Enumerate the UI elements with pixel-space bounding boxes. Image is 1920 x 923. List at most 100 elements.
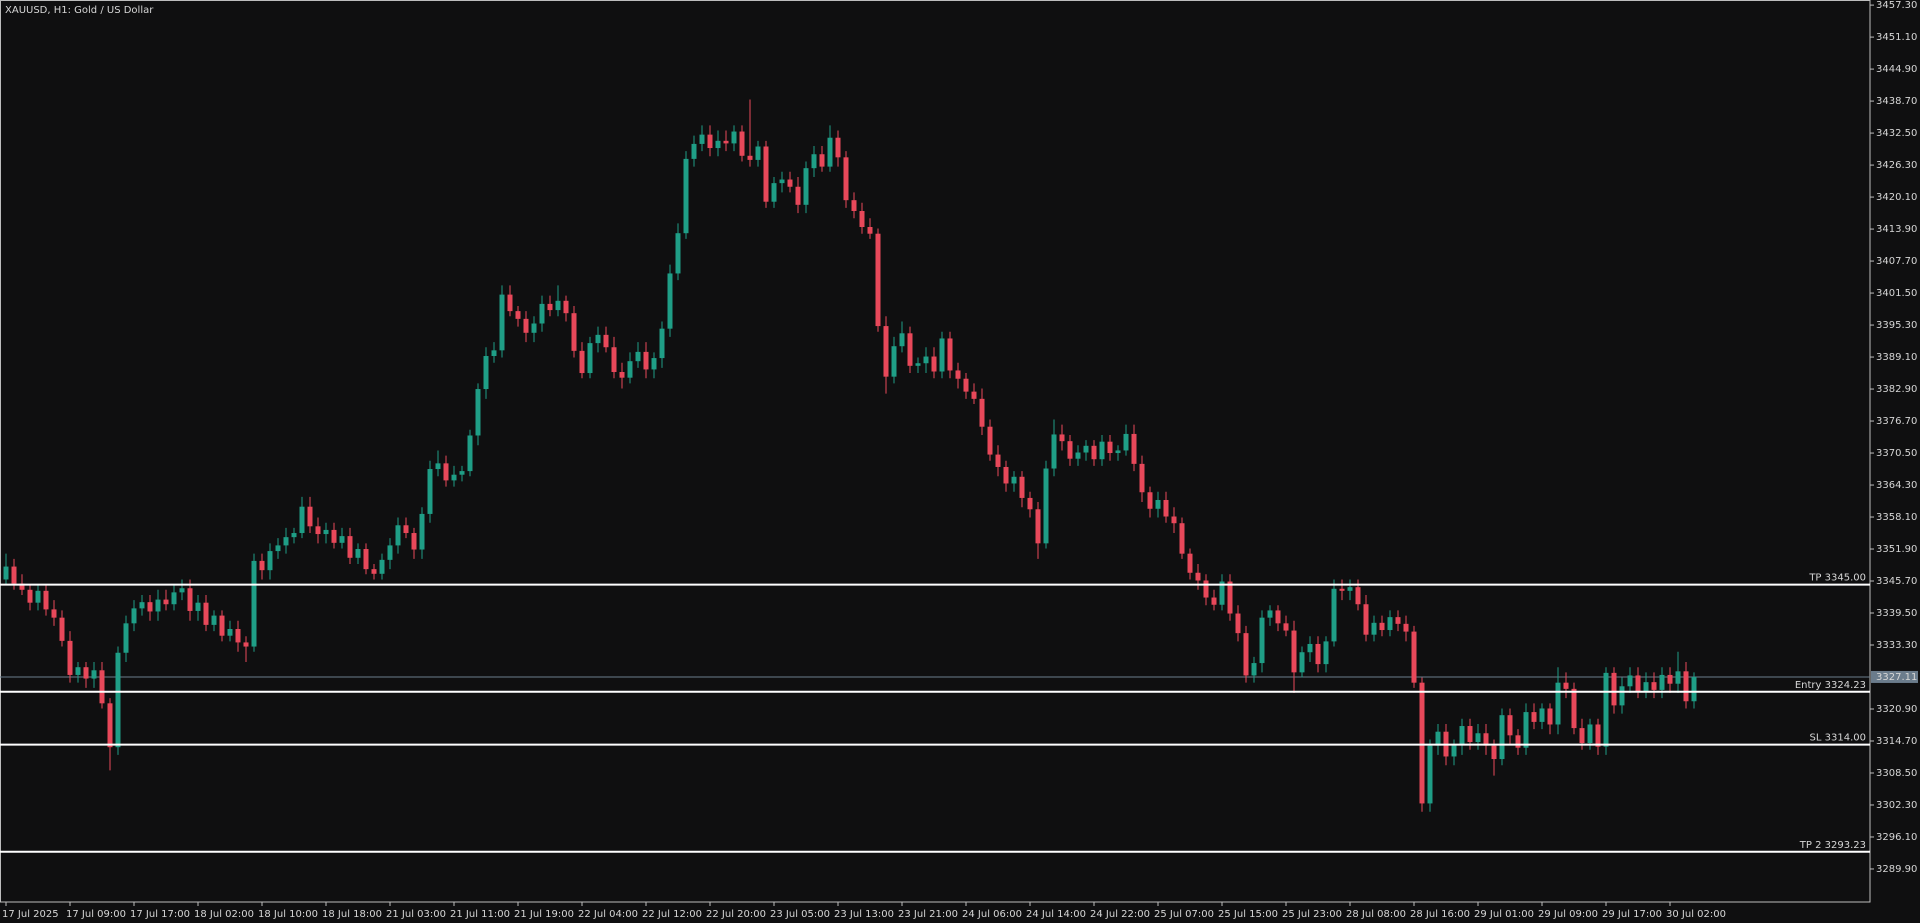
y-tick-label: 3308.50 [1876,768,1917,779]
candle-body [259,560,265,571]
candle-body [995,454,1001,467]
candle-body [1267,610,1273,618]
y-tick-label: 3451.10 [1876,32,1917,43]
candle-body [91,670,97,679]
x-tick-label: 29 Jul 17:00 [1602,909,1662,920]
candle-body [859,211,865,227]
candle-body [1619,686,1625,706]
y-tick-label: 3395.30 [1876,320,1917,331]
candle-body [1323,641,1329,665]
candle-body [19,583,25,590]
candle-body [379,559,385,574]
x-tick-label: 30 Jul 02:00 [1666,909,1726,920]
candle-body [939,338,945,372]
x-tick-label: 21 Jul 11:00 [450,909,510,920]
y-tick-label: 3426.30 [1876,160,1917,171]
candle-body [1667,674,1673,684]
y-tick-label: 3376.70 [1876,416,1917,427]
candle-body [907,333,913,366]
x-tick-label: 18 Jul 10:00 [258,909,318,920]
candle-body [1515,735,1521,748]
candle-body [1251,663,1257,676]
candle-body [51,609,57,618]
y-tick-label: 3333.30 [1876,640,1917,651]
candle-body [819,154,825,167]
candle-body [739,131,745,156]
candle-body [1643,682,1649,692]
candle-body [595,334,601,344]
candle-body [1587,724,1593,744]
candle-body [35,590,41,603]
candle-body [1043,468,1049,544]
candle-body [1091,445,1097,460]
candle-body [1387,617,1393,631]
candle-body [1507,715,1513,736]
y-tick-label: 3289.90 [1876,864,1917,875]
candle-body [1675,671,1681,684]
candle-body [547,303,553,311]
candle-body [763,146,769,202]
candle-body [683,158,689,234]
candle-body [795,186,801,205]
candle-body [987,426,993,455]
x-tick-label: 25 Jul 15:00 [1218,909,1278,920]
candle-body [427,469,433,514]
candle-body [803,168,809,205]
candle-body [235,629,241,643]
candle-body [227,629,233,636]
candle-body [523,318,529,333]
candle-body [1067,441,1073,459]
candle-body [107,703,113,748]
candle-body [651,358,657,370]
candle-body [731,131,737,144]
candle-body [891,346,897,377]
candle-body [1003,466,1009,484]
x-tick-label: 23 Jul 05:00 [770,909,830,920]
candle-body [867,227,873,234]
candle-body [451,474,457,481]
candle-body [363,549,369,570]
candle-body [123,623,129,653]
candle-body [619,372,625,378]
candle-body [499,294,505,351]
candle-body [1331,588,1337,642]
candle-body [779,179,785,184]
candle-body [755,146,761,160]
x-tick-label: 21 Jul 03:00 [386,909,446,920]
candle-body [883,326,889,377]
candle-body [1115,450,1121,454]
candle-body [787,179,793,187]
y-tick-label: 3370.50 [1876,448,1917,459]
candle-body [835,137,841,158]
candle-body [83,667,89,679]
y-tick-label: 3320.90 [1876,704,1917,715]
level-label: Entry 3324.23 [1795,680,1866,691]
candle-body [979,398,985,427]
y-tick-label: 3413.90 [1876,224,1917,235]
y-tick-label: 3364.30 [1876,480,1917,491]
x-tick-label: 22 Jul 04:00 [578,909,638,920]
candle-body [115,652,121,748]
candle-body [1195,572,1201,581]
candle-body [1059,434,1065,442]
candle-body [1547,708,1553,725]
candle-body [1371,622,1377,635]
x-tick-label: 23 Jul 21:00 [898,909,958,920]
candle-body [707,134,713,149]
candle-body [1603,672,1609,747]
candle-body [1579,728,1585,744]
candle-body [955,370,961,379]
y-tick-label: 3302.30 [1876,800,1917,811]
candle-body [1187,553,1193,573]
candle-body [99,670,105,704]
candle-body [1475,733,1481,743]
candle-body [283,537,289,546]
candle-body [699,134,705,144]
candle-body [1467,726,1473,743]
candle-body [1659,674,1665,690]
candle-body [1691,676,1697,702]
y-tick-label: 3345.70 [1876,576,1917,587]
candle-body [899,333,905,347]
candle-body [1595,724,1601,747]
candle-body [515,311,521,319]
